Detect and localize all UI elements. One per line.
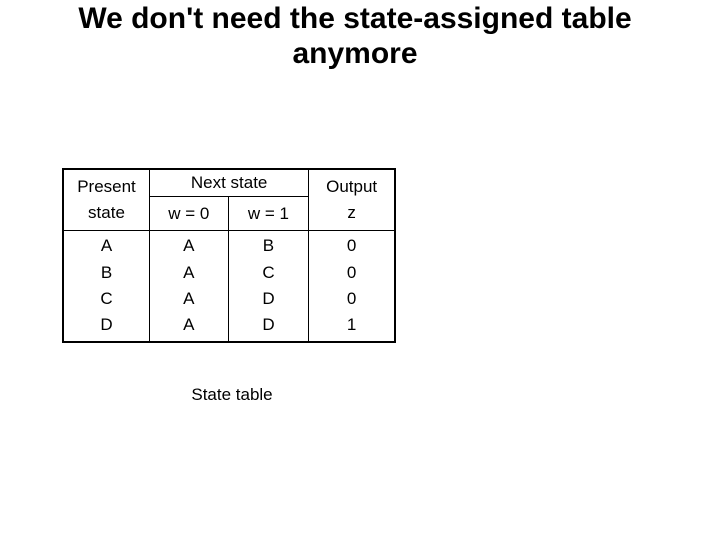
col-w0: A A A A <box>149 231 228 343</box>
header-w0: w = 0 <box>149 197 228 231</box>
state-table: Present state Next state Output z w = 0 … <box>62 168 396 343</box>
col-w1: B C D D <box>228 231 309 343</box>
title-line-1: We don't need the state-assigned table <box>78 2 631 35</box>
slide-title: We don't need the state-assigned table a… <box>10 2 700 71</box>
header-output: Output z <box>309 169 395 231</box>
slide: We don't need the state-assigned table a… <box>0 0 720 540</box>
col-w0-values: A A A A <box>150 231 228 341</box>
col-output-z: 0 0 0 1 <box>309 231 395 343</box>
table-caption: State table <box>142 385 322 405</box>
header-next-state: Next state <box>149 169 308 197</box>
header-w1: w = 1 <box>228 197 309 231</box>
col-present: A B C D <box>63 231 149 343</box>
col-output-values: 0 0 0 1 <box>309 231 394 341</box>
header-present-state: Present state <box>63 169 149 231</box>
col-w1-values: B C D D <box>229 231 309 341</box>
col-present-values: A B C D <box>64 231 149 341</box>
title-line-2: anymore <box>292 37 417 70</box>
